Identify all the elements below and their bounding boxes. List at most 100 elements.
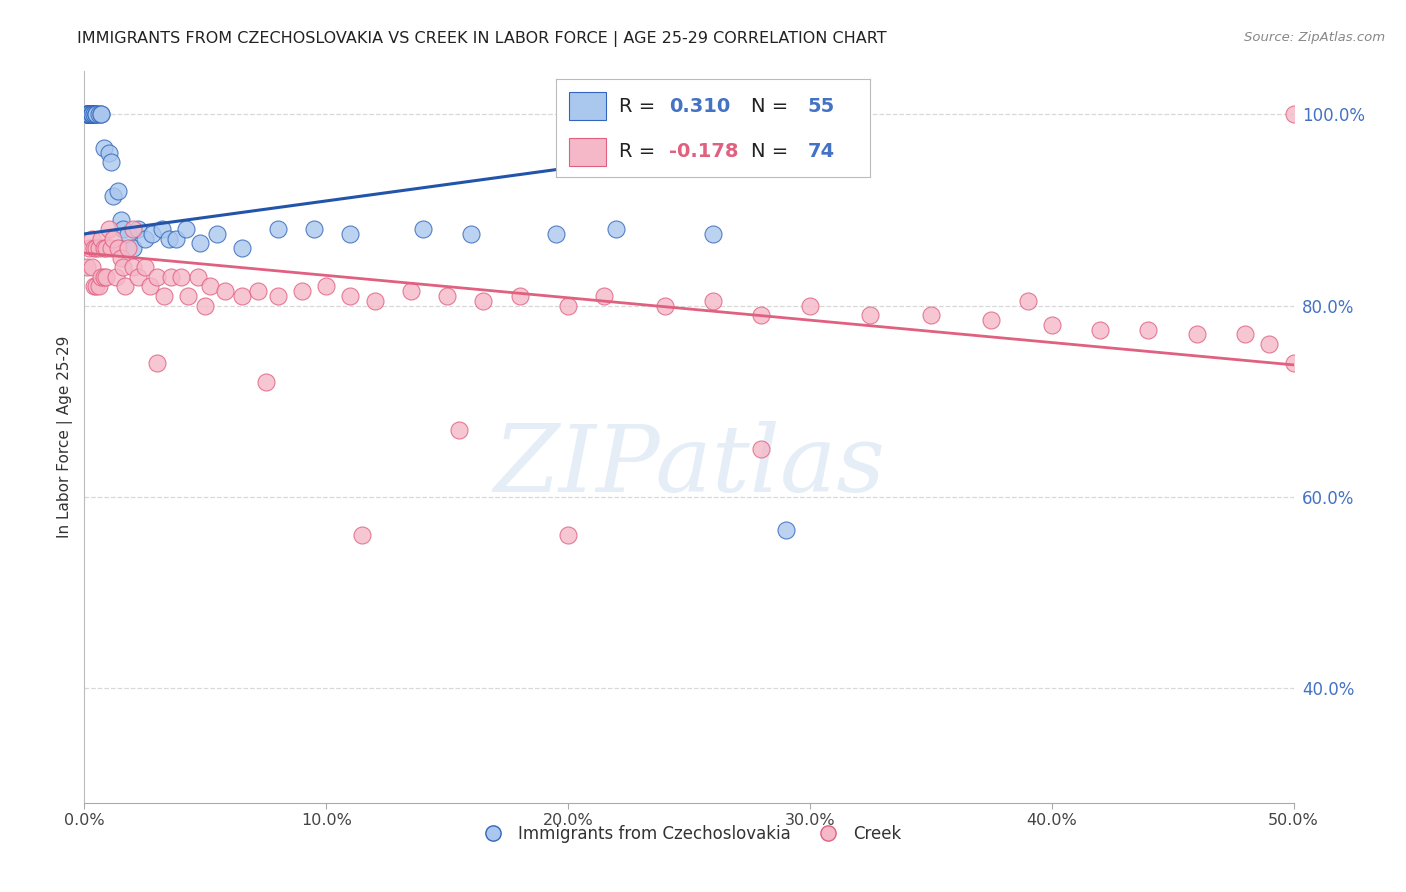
Point	[80, 107, 103, 121]
Point	[146, 269, 169, 284]
Point	[107, 184, 129, 198]
Point	[190, 236, 212, 251]
Point	[103, 232, 125, 246]
Point	[157, 232, 180, 246]
Point	[83, 107, 105, 121]
Point	[127, 222, 149, 236]
Point	[339, 289, 361, 303]
Point	[117, 241, 139, 255]
Point	[80, 107, 103, 121]
Point	[76, 107, 98, 121]
Point	[110, 251, 132, 265]
Point	[100, 241, 122, 255]
Point	[654, 299, 676, 313]
Point	[112, 260, 135, 275]
Point	[593, 289, 616, 303]
Point	[80, 107, 103, 121]
Point	[94, 241, 117, 255]
Point	[150, 222, 173, 236]
Point	[980, 313, 1002, 327]
Point	[267, 222, 290, 236]
Point	[160, 269, 183, 284]
Point	[90, 107, 112, 121]
Point	[121, 260, 143, 275]
Point	[557, 528, 579, 542]
Point	[165, 232, 187, 246]
Point	[76, 107, 98, 121]
Point	[121, 222, 143, 236]
Point	[104, 269, 127, 284]
Point	[291, 285, 314, 299]
Point	[187, 269, 209, 284]
Point	[80, 107, 103, 121]
Point	[214, 285, 236, 299]
Point	[134, 232, 156, 246]
Point	[472, 293, 495, 308]
Point	[399, 285, 422, 299]
Point	[86, 107, 108, 121]
Point	[859, 308, 882, 322]
Point	[87, 107, 110, 121]
Point	[83, 241, 105, 255]
Point	[799, 299, 821, 313]
Point	[146, 356, 169, 370]
Point	[93, 269, 115, 284]
Point	[605, 222, 627, 236]
Point	[920, 308, 942, 322]
Text: ZIPatlas: ZIPatlas	[494, 421, 884, 511]
Point	[775, 524, 797, 538]
Point	[83, 107, 105, 121]
Point	[1282, 356, 1305, 370]
Point	[751, 442, 773, 456]
Point	[339, 227, 361, 241]
Point	[254, 375, 277, 389]
Point	[702, 293, 724, 308]
Point	[77, 241, 100, 255]
Point	[77, 107, 100, 121]
Point	[207, 227, 229, 241]
Point	[107, 241, 129, 255]
Point	[76, 107, 98, 121]
Point	[86, 107, 108, 121]
Point	[94, 269, 117, 284]
Point	[352, 528, 374, 542]
Point	[90, 107, 112, 121]
Point	[97, 145, 120, 160]
Point	[86, 279, 108, 293]
Point	[198, 279, 221, 293]
Point	[315, 279, 337, 293]
Point	[80, 107, 103, 121]
Point	[231, 241, 253, 255]
Point	[134, 260, 156, 275]
Point	[77, 107, 100, 121]
Point	[702, 227, 724, 241]
Point	[1282, 107, 1305, 121]
Point	[97, 222, 120, 236]
Point	[77, 107, 100, 121]
Point	[93, 141, 115, 155]
Point	[80, 232, 103, 246]
Point	[177, 289, 200, 303]
Point	[363, 293, 385, 308]
Point	[77, 107, 100, 121]
Text: IMMIGRANTS FROM CZECHOSLOVAKIA VS CREEK IN LABOR FORCE | AGE 25-29 CORRELATION C: IMMIGRANTS FROM CZECHOSLOVAKIA VS CREEK …	[77, 31, 887, 47]
Point	[1040, 318, 1063, 332]
Point	[77, 107, 100, 121]
Point	[127, 269, 149, 284]
Point	[100, 155, 122, 169]
Point	[449, 423, 471, 437]
Point	[80, 107, 103, 121]
Point	[114, 279, 136, 293]
Point	[436, 289, 458, 303]
Point	[80, 260, 103, 275]
Point	[87, 241, 110, 255]
Point	[1137, 322, 1160, 336]
Point	[76, 107, 98, 121]
Point	[153, 289, 176, 303]
Point	[90, 269, 112, 284]
Point	[110, 212, 132, 227]
Point	[76, 260, 98, 275]
Point	[83, 279, 105, 293]
Point	[1258, 336, 1281, 351]
Text: Source: ZipAtlas.com: Source: ZipAtlas.com	[1244, 31, 1385, 45]
